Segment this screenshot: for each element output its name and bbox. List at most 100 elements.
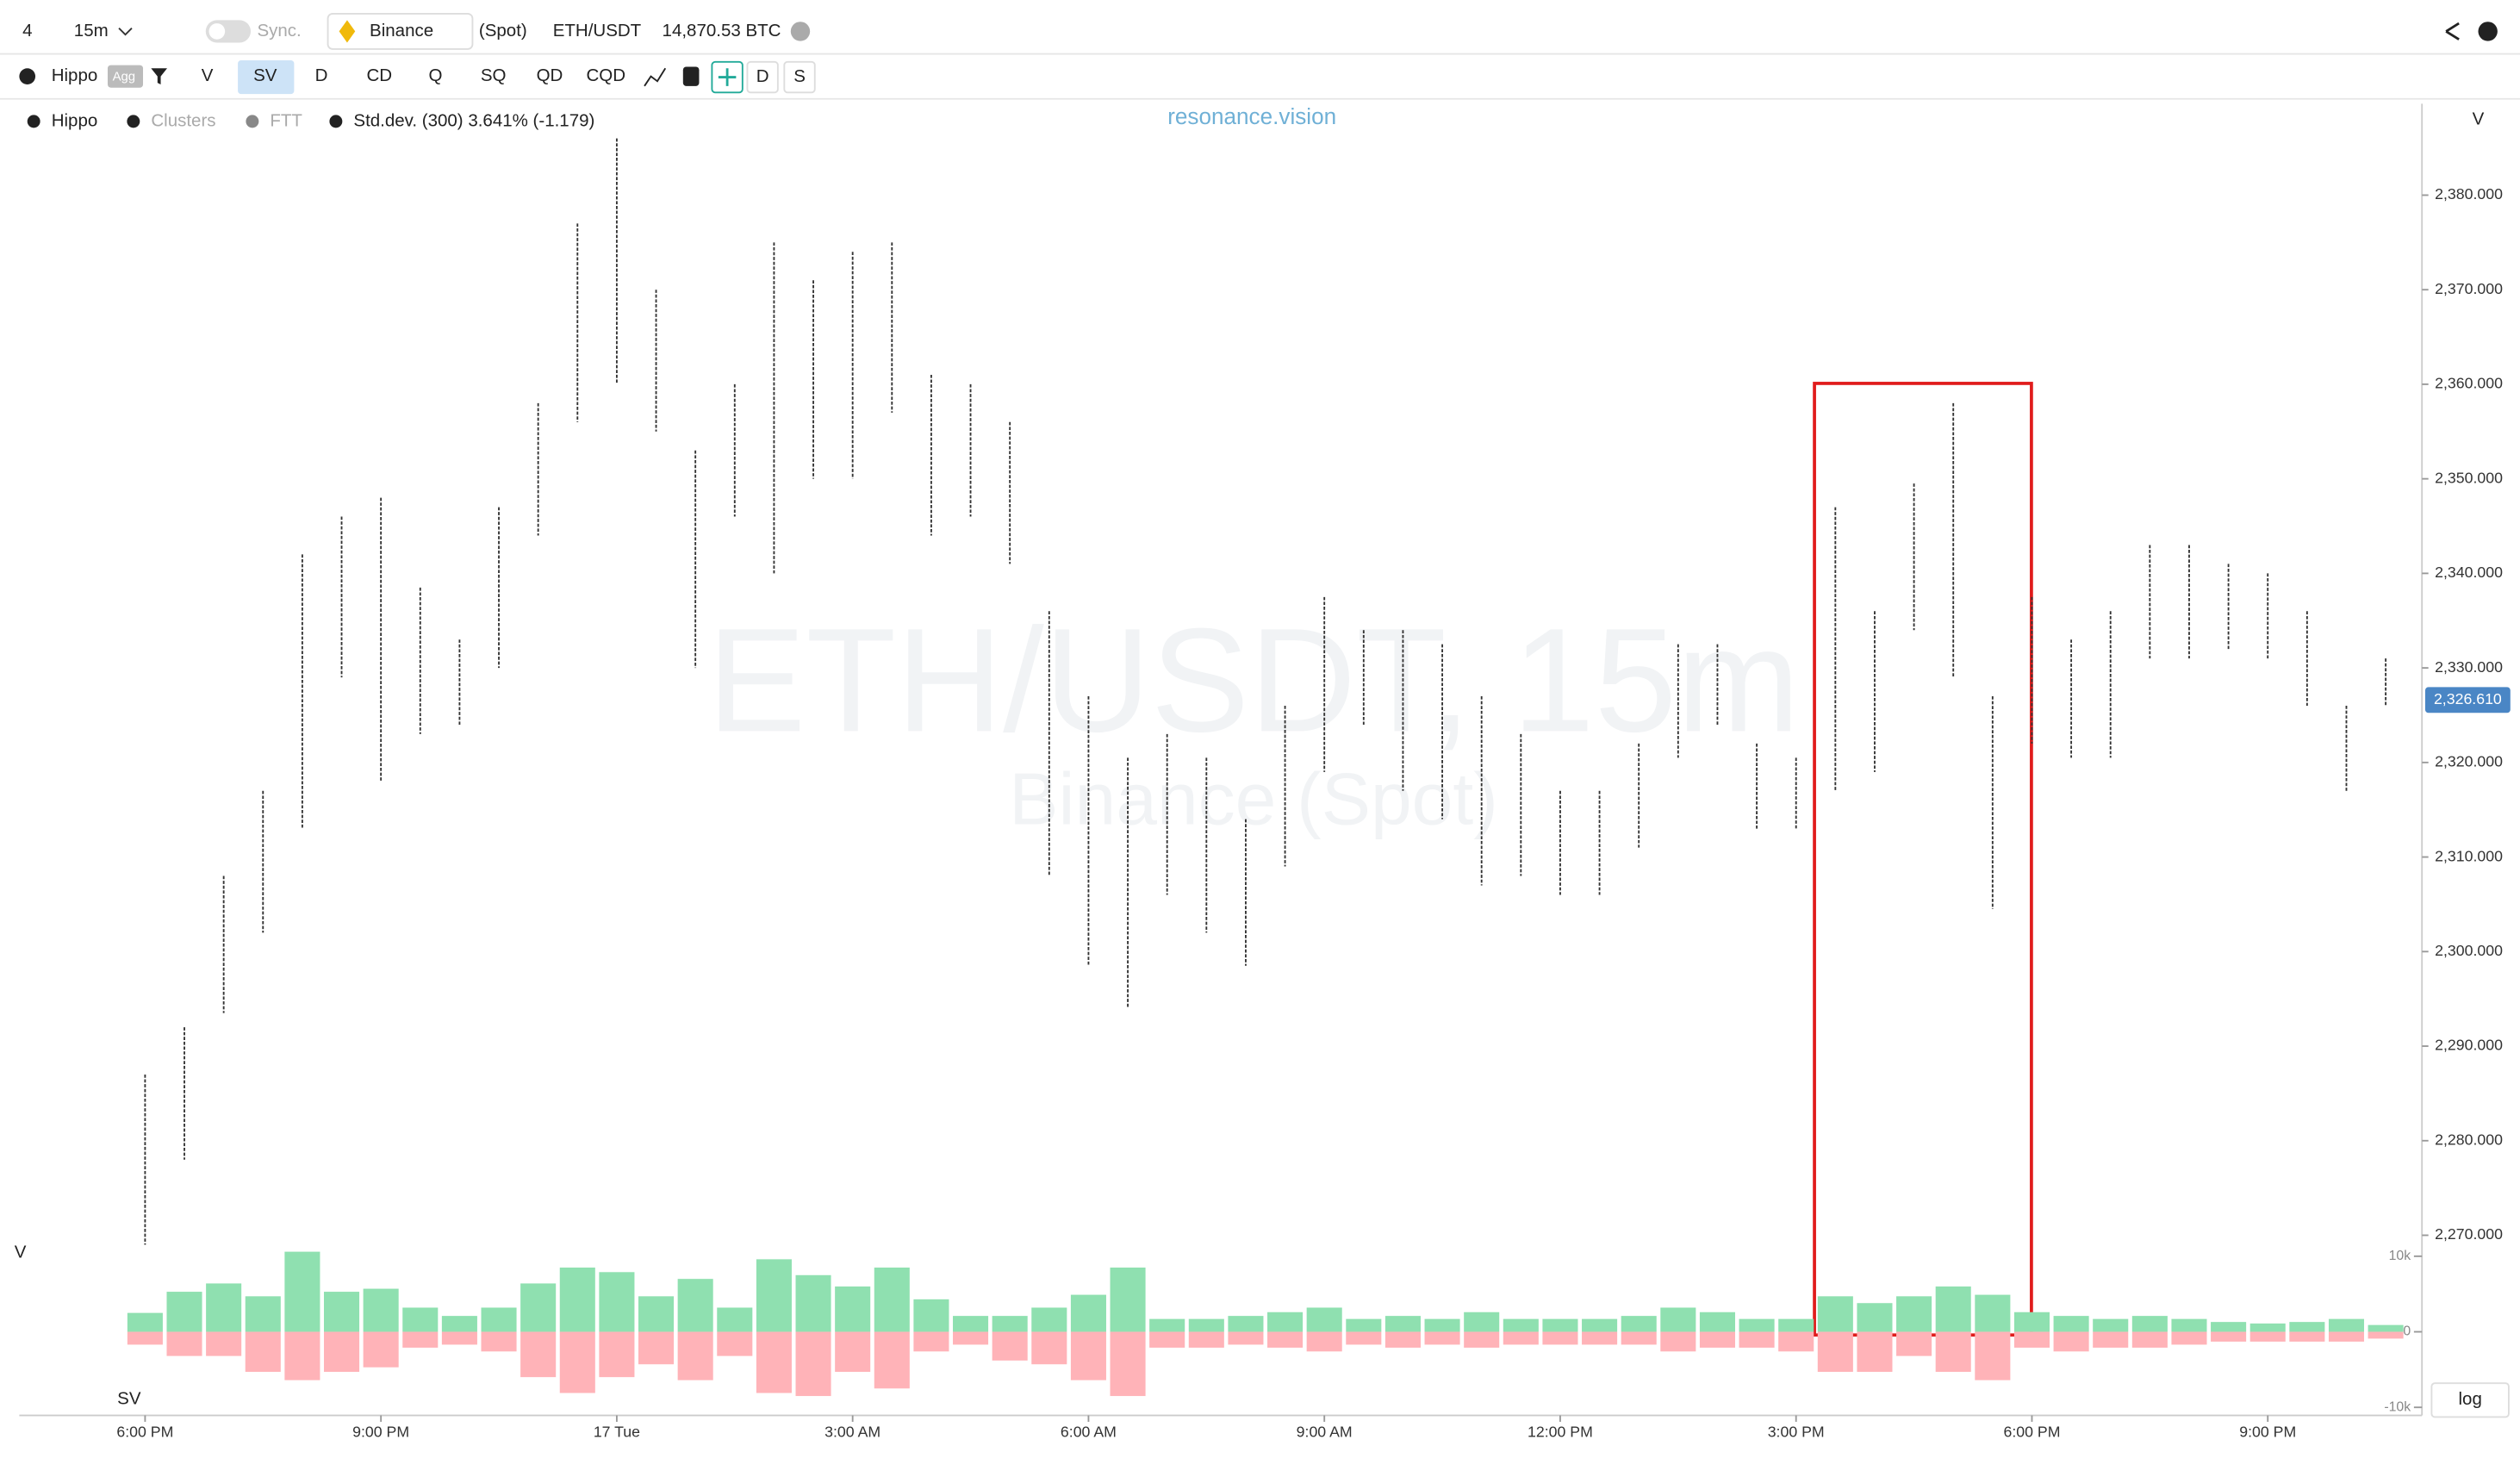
sell-bar <box>1424 1331 1460 1345</box>
sell-bar <box>756 1331 792 1393</box>
pane-label: V <box>15 1243 27 1262</box>
sell-bar <box>795 1331 831 1397</box>
y-tick-label: 0 <box>2403 1324 2411 1339</box>
sell-bar <box>1503 1331 1539 1345</box>
sell-bar <box>1110 1331 1146 1397</box>
buy-bar <box>166 1292 202 1332</box>
y-tick-label: 2,270.000 <box>2435 1225 2503 1243</box>
settings-icon[interactable] <box>19 68 36 84</box>
badge: Agg <box>113 70 136 84</box>
sell-bar <box>1464 1331 1500 1348</box>
buy-bar <box>2211 1322 2247 1332</box>
sell-bar <box>2328 1331 2365 1342</box>
filter-icon[interactable] <box>151 68 168 84</box>
log-label[interactable]: log <box>2458 1389 2481 1409</box>
chart-icon[interactable] <box>644 67 667 87</box>
legend-item[interactable]: Clusters <box>151 110 215 130</box>
toggle-button[interactable]: V <box>202 65 214 85</box>
buy-bar <box>1975 1294 2011 1332</box>
buy-bar <box>638 1296 675 1332</box>
sell-bar <box>1621 1331 1657 1345</box>
buy-bar <box>599 1272 635 1332</box>
buy-bar <box>717 1307 753 1332</box>
chart-subtitle: Binance (Spot) <box>1009 757 1498 840</box>
buy-bar <box>2249 1323 2286 1332</box>
exchange-select[interactable] <box>327 12 474 50</box>
eye-icon <box>329 115 343 128</box>
exchange: Binance <box>370 21 433 40</box>
add-button[interactable] <box>711 60 744 94</box>
share-icon[interactable] <box>2445 22 2460 40</box>
buy-bar <box>1070 1294 1106 1332</box>
sell-bar <box>992 1331 1028 1361</box>
timeframe[interactable]: 15m <box>74 21 109 40</box>
toggle-button[interactable]: Q <box>429 65 443 85</box>
buy-bar <box>1817 1296 1853 1332</box>
toggle-button[interactable]: SV <box>253 65 277 85</box>
status-dot <box>790 22 811 41</box>
legend-item[interactable]: Std.dev. (300) 3.641% (-1.179) <box>353 110 594 130</box>
y-tick-label: 2,330.000 <box>2435 658 2503 676</box>
sell-bar <box>2171 1331 2207 1345</box>
sell-bar <box>1896 1331 1932 1356</box>
sell-bar <box>2053 1331 2089 1352</box>
log-button[interactable] <box>2430 1382 2510 1418</box>
sell-bar <box>284 1331 320 1380</box>
chart-title: ETH/USDT, 15m <box>707 598 1800 763</box>
sell-bar <box>1346 1331 1382 1345</box>
buy-bar <box>677 1279 713 1332</box>
sell-bar <box>1817 1331 1853 1373</box>
x-tick-label: 9:00 PM <box>352 1424 409 1441</box>
exchange-logo <box>339 20 356 43</box>
buy-bar <box>1699 1312 1735 1332</box>
sell-bar <box>1699 1331 1735 1348</box>
y-tick-label: 2,360.000 <box>2435 375 2503 392</box>
buy-bar <box>874 1268 910 1332</box>
sell-bar <box>2249 1331 2286 1342</box>
buy-bar <box>1935 1286 1971 1332</box>
eye-icon <box>127 115 140 128</box>
sell-bar <box>363 1331 399 1368</box>
pane-label: SV <box>117 1388 141 1408</box>
sell-bar <box>559 1331 595 1393</box>
y-tick-label: 2,280.000 <box>2435 1131 2503 1148</box>
sell-bar <box>1267 1331 1304 1348</box>
toggle-button[interactable]: S <box>793 66 806 86</box>
legend-item[interactable]: FTT <box>270 110 302 130</box>
y-tick-label: 2,370.000 <box>2435 280 2503 297</box>
y-tick-label: 2,300.000 <box>2435 942 2503 959</box>
sell-bar <box>677 1331 713 1380</box>
toggle-button[interactable]: QD <box>537 65 563 85</box>
sell-bar <box>2368 1331 2404 1339</box>
help-icon[interactable] <box>2478 22 2498 41</box>
sell-bar <box>1739 1331 1775 1348</box>
sell-bar <box>1778 1331 1814 1352</box>
toggle-button[interactable]: CD <box>366 65 392 85</box>
buy-bar <box>1739 1318 1775 1332</box>
sell-bar <box>323 1331 360 1373</box>
sell-bar <box>1149 1331 1185 1348</box>
sell-bar <box>127 1331 163 1345</box>
plus-icon <box>718 68 737 86</box>
layout-count[interactable]: 4 <box>22 21 32 40</box>
pair[interactable]: ETH/USDT <box>553 21 642 40</box>
x-tick-label: 9:00 AM <box>1297 1424 1353 1441</box>
sell-bar <box>1857 1331 1893 1373</box>
badge-bg <box>107 65 144 88</box>
eye-icon <box>27 115 40 128</box>
toggle-button[interactable]: CQD <box>586 65 625 85</box>
y-tick-label: 2,290.000 <box>2435 1037 2503 1054</box>
legend-item[interactable]: Hippo <box>52 110 98 130</box>
toggle-button[interactable]: SQ <box>481 65 507 85</box>
sell-bar <box>717 1331 753 1356</box>
buy-bar <box>1267 1312 1304 1332</box>
sell-bar <box>1031 1331 1067 1365</box>
doc-icon[interactable] <box>682 66 700 86</box>
toggle-button[interactable]: D <box>756 66 769 86</box>
toggle-button[interactable]: D <box>315 65 328 85</box>
buy-bar <box>2053 1316 2089 1332</box>
buy-bar <box>402 1307 439 1332</box>
buy-bar <box>2131 1316 2168 1332</box>
sell-bar <box>1070 1331 1106 1380</box>
buy-bar <box>2289 1322 2325 1332</box>
